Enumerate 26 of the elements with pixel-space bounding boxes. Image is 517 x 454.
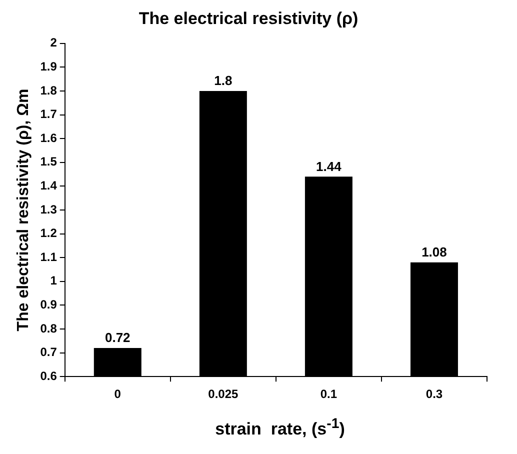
y-tick-label: 1.7 <box>40 107 58 122</box>
x-tick-label: 0.3 <box>426 387 443 402</box>
data-label: 1.08 <box>422 244 447 260</box>
y-tick-label: 1.9 <box>40 60 58 74</box>
y-tick-label: 1.8 <box>40 83 58 98</box>
y-tick-label: 1.4 <box>40 178 58 193</box>
data-label: 1.8 <box>214 73 232 88</box>
y-tick-label: 1.5 <box>40 154 58 169</box>
y-tick-label: 0.8 <box>40 321 58 336</box>
y-tick-label: 1.3 <box>40 202 58 216</box>
y-tick-label: 2 <box>50 36 58 50</box>
y-tick-label: 1 <box>50 274 58 288</box>
y-tick-label: 1.1 <box>40 250 58 264</box>
x-axis-title: strain rate, (s$^{-1}$) <box>214 416 346 440</box>
x-tick-label: 0.025 <box>208 387 239 402</box>
y-tick-label: 0.9 <box>40 298 58 312</box>
y-tick-label: 0.6 <box>40 368 58 383</box>
y-axis-title: The electrical resistivity (ρ), Ωm <box>15 88 32 332</box>
data-label: 1.44 <box>316 158 342 174</box>
x-tick-label: 0 <box>114 387 122 402</box>
x-tick-label: 0.1 <box>320 387 338 402</box>
y-tick-label: 1.2 <box>40 226 58 240</box>
data-label: 0.72 <box>104 330 130 346</box>
y-tick-label: 0.7 <box>40 345 58 360</box>
y-tick-label: 1.6 <box>40 130 58 145</box>
chart-title: The electrical resistivity (ρ) <box>138 8 358 28</box>
